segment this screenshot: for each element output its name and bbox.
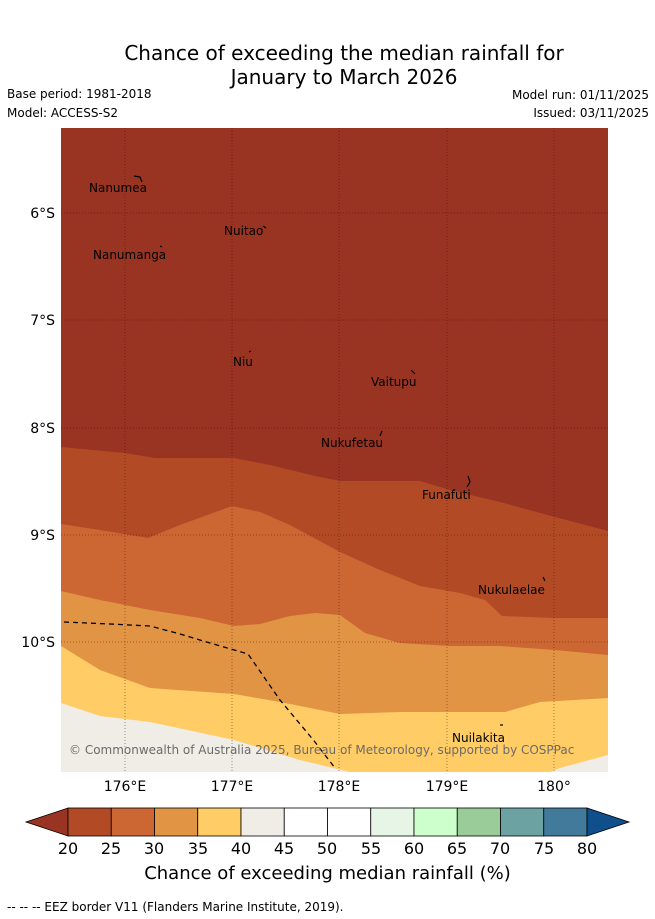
colorbar-tick: 50	[317, 839, 337, 858]
lat-label: 7°S	[30, 313, 55, 329]
colorbar-tick-labels: 20 25 30 35 40 45 50 55 60 65 70 75 80	[58, 839, 597, 858]
colorbar-tick: 45	[274, 839, 294, 858]
colorbar-cell	[500, 807, 545, 837]
colorbar-tick: 30	[144, 839, 164, 858]
colorbar-cell	[283, 807, 328, 837]
title-line-1: Chance of exceeding the median rainfall …	[124, 41, 564, 65]
colorbar-tick: 55	[361, 839, 381, 858]
colorbar-cell	[327, 807, 372, 837]
colorbar-cell	[370, 807, 415, 837]
place-label: Nanumea	[89, 181, 147, 195]
place-label: Nukulaelae	[478, 583, 545, 597]
issued-date: Issued: 03/11/2025	[533, 106, 649, 120]
map-figure: Nanumea Nuitao Nanumanga Niu Vaitupu Nuk…	[21, 128, 608, 795]
colorbar-under-arrow	[24, 807, 69, 837]
lat-label: 9°S	[30, 528, 55, 544]
colorbar-cell	[456, 807, 501, 837]
lat-label: 6°S	[30, 206, 55, 222]
place-label: Funafuti	[422, 488, 471, 502]
rainfall-probability-map	[61, 128, 608, 772]
lon-label: 179°E	[426, 779, 469, 795]
colorbar-tick: 75	[534, 839, 554, 858]
place-labels: Nanumea Nuitao Nanumanga Niu Vaitupu Nuk…	[89, 181, 545, 745]
eez-legend: -- -- -- EEZ border V11 (Flanders Marine…	[7, 900, 344, 914]
base-period: Base period: 1981-2018	[7, 87, 152, 101]
colorbar-cell	[240, 807, 285, 837]
colorbar-label: Chance of exceeding median rainfall (%)	[144, 863, 511, 884]
colorbar-over-arrow	[586, 807, 631, 837]
island-outlines	[133, 175, 546, 726]
colorbar-tick: 80	[577, 839, 597, 858]
band-40-45-east	[550, 755, 608, 772]
colorbar-tick: 60	[404, 839, 424, 858]
colorbar-cell	[543, 807, 588, 837]
place-label: Vaitupu	[371, 375, 417, 389]
colorbar-cells	[67, 807, 588, 837]
colorbar-cell	[413, 807, 458, 837]
colorbar: 20 25 30 35 40 45 50 55 60 65 70 75 80	[24, 807, 631, 858]
longitude-labels: 176°E 177°E 178°E 179°E 180°	[104, 779, 571, 795]
lon-label: 178°E	[318, 779, 361, 795]
place-label: Nanumanga	[93, 248, 166, 262]
colorbar-tick: 20	[58, 839, 78, 858]
colorbar-cell	[110, 807, 155, 837]
colorbar-tick: 40	[231, 839, 251, 858]
lon-label: 177°E	[211, 779, 254, 795]
latitude-labels: 6°S 7°S 8°S 9°S 10°S	[21, 206, 55, 651]
colorbar-tick: 35	[188, 839, 208, 858]
colorbar-tick: 25	[101, 839, 121, 858]
place-label: Nuitao	[224, 224, 263, 238]
lat-label: 10°S	[21, 635, 55, 651]
colorbar-cell	[67, 807, 112, 837]
copyright-notice: © Commonwealth of Australia 2025, Bureau…	[69, 743, 574, 757]
place-label: Niu	[233, 355, 253, 369]
colorbar-cell	[154, 807, 199, 837]
band-40-45	[61, 703, 350, 772]
map-gridlines	[61, 128, 608, 772]
eez-border	[63, 621, 336, 769]
colorbar-tick: 70	[490, 839, 510, 858]
model-name: Model: ACCESS-S2	[7, 106, 119, 120]
lon-label: 180°	[537, 779, 571, 795]
lat-label: 8°S	[30, 421, 55, 437]
place-label: Nukufetau	[321, 436, 383, 450]
place-label: Nuilakita	[452, 731, 505, 745]
title-line-2: January to March 2026	[230, 65, 458, 89]
colorbar-tick: 65	[447, 839, 467, 858]
colorbar-cell	[197, 807, 242, 837]
model-run: Model run: 01/11/2025	[511, 88, 649, 102]
lon-label: 176°E	[104, 779, 147, 795]
